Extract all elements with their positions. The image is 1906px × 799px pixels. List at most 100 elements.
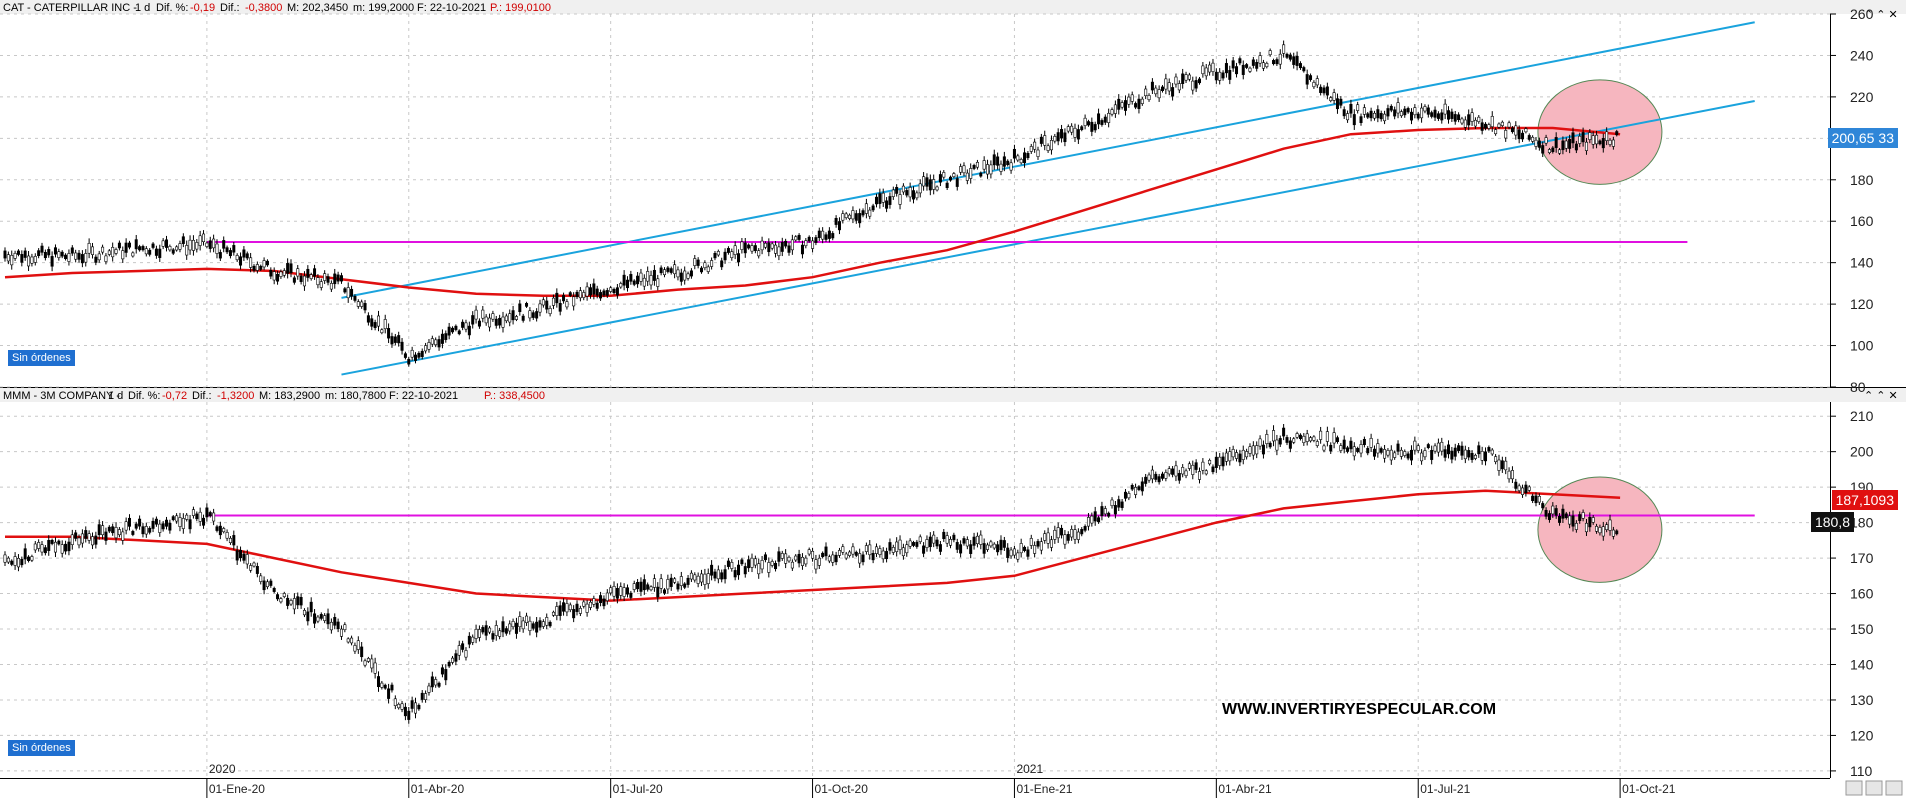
mmm-price-candle <box>1500 460 1504 470</box>
mmm-price-candle <box>1615 530 1619 535</box>
cat-price-candle <box>101 246 105 253</box>
mmm-price-candle <box>1399 449 1403 457</box>
mmm-price-candle <box>447 661 451 667</box>
cat-price-candle <box>794 236 798 241</box>
cat-price-candle <box>1204 67 1208 77</box>
cat-price-candle <box>47 249 51 256</box>
mmm-price-candle <box>1335 437 1339 442</box>
bottom-panel-controls[interactable]: ⌃ ⌃ ✕ <box>1864 390 1898 402</box>
mmm-price-candle <box>804 557 808 565</box>
mmm-price-candle <box>1016 552 1020 560</box>
cat-price-candle <box>999 163 1003 172</box>
mmm-price-candle <box>27 556 31 561</box>
cat-price-candle <box>824 234 828 240</box>
cat-price-candle <box>1470 112 1474 122</box>
cat-price-candle <box>1399 111 1403 117</box>
cat-price-candle <box>339 275 343 282</box>
cat-price-candle <box>1362 107 1366 115</box>
cat-price-candle <box>1490 116 1494 127</box>
cat-price-candle <box>1393 109 1397 117</box>
mmm-price-candle <box>1527 486 1531 491</box>
mmm-price-candle <box>1309 437 1313 442</box>
cat-price-candle <box>20 254 24 263</box>
mmm-price-candle <box>1076 531 1080 540</box>
cat-price-candle <box>1312 82 1316 88</box>
mmm-price-candle <box>376 676 380 688</box>
cat-price-candle <box>521 315 525 321</box>
cat-price-candle <box>158 248 162 258</box>
mmm-price-candle <box>134 523 138 529</box>
cat-price-candle <box>676 269 680 278</box>
scroll-right-button[interactable] <box>1865 780 1883 796</box>
mmm-price-candle <box>131 531 135 535</box>
cat-price-candle <box>245 253 249 259</box>
cat-price-candle <box>40 245 44 253</box>
cat-price-candle <box>1558 149 1562 154</box>
cat-price-candle <box>299 275 303 282</box>
mmm-price-candle <box>440 667 444 675</box>
cat-price-candle <box>484 316 488 324</box>
mmm-price-candle <box>1298 434 1302 439</box>
mmm-price-candle <box>868 544 872 556</box>
cat-price-candle <box>1430 112 1434 117</box>
mmm-price-candle <box>723 569 727 580</box>
mmm-price-candle <box>1541 503 1545 509</box>
top-panel-controls[interactable]: ⌃ ⌃ ✕ <box>1864 9 1898 21</box>
mmm-price-candle <box>218 525 222 536</box>
mmm-price-candle <box>1160 473 1164 479</box>
mmm-price-candle <box>279 598 283 603</box>
cat-price-candle <box>124 242 128 253</box>
mmm-price-candle <box>1012 548 1016 556</box>
mmm-price-candle <box>1167 468 1171 475</box>
cat-price-candle <box>1255 62 1259 69</box>
mmm-price-candle <box>53 541 57 553</box>
mmm-price-candle <box>928 536 932 548</box>
mmm-price-candle <box>165 519 169 527</box>
cat-price-candle <box>1174 76 1178 85</box>
mmm-price-candle <box>911 542 915 546</box>
cat-y-tick-label: 140 <box>1850 255 1874 271</box>
mmm-price-candle <box>1023 546 1027 551</box>
cat-price-candle <box>868 209 872 217</box>
cat-price-candle <box>703 262 707 269</box>
mmm-price-candle <box>350 637 354 644</box>
mmm-price-candle <box>676 583 680 590</box>
mmm-order-button[interactable]: Sin órdenes <box>8 740 75 756</box>
mmm-price-candle <box>1521 487 1525 495</box>
mmm-price-candle <box>1204 470 1208 475</box>
mmm-price-candle <box>30 556 34 561</box>
mmm-price-candle <box>774 562 778 570</box>
cat-channel-line <box>341 100 1755 376</box>
cat-price-candle <box>188 239 192 251</box>
cat-order-button[interactable]: Sin órdenes <box>8 350 75 366</box>
cat-price-candle <box>1029 146 1033 152</box>
mmm-price-candle <box>1315 441 1319 446</box>
mmm-price-candle <box>444 669 448 681</box>
cat-price-candle <box>151 243 155 248</box>
mmm-price-candle <box>1393 452 1397 458</box>
mmm-price-candle <box>757 563 761 575</box>
mmm-price-candle <box>461 643 465 650</box>
mmm-price-candle <box>124 521 128 531</box>
scroll-left-button[interactable] <box>1845 780 1863 796</box>
cat-price-candle <box>938 174 942 183</box>
mmm-price-candle <box>935 539 939 547</box>
mmm-price-candle <box>13 556 17 566</box>
cat-price-candle <box>1531 136 1535 142</box>
cat-price-candle <box>922 176 926 187</box>
mmm-price-candle <box>1601 526 1605 537</box>
cat-price-candle <box>168 246 172 251</box>
zoom-button[interactable] <box>1885 780 1903 796</box>
mmm-price-candle <box>1568 515 1572 525</box>
mmm-price-candle <box>37 542 41 549</box>
mmm-price-candle <box>686 577 690 585</box>
cat-price-candle <box>296 268 300 277</box>
cat-price-candle <box>1524 128 1528 133</box>
mmm-price-candle <box>1288 440 1292 449</box>
mmm-price-candle <box>1436 442 1440 453</box>
mmm-price-candle <box>60 544 64 554</box>
mmm-price-candle <box>151 520 155 529</box>
cat-price-candle <box>319 281 323 288</box>
cat-price-candle <box>1113 104 1117 114</box>
cat-price-candle <box>447 326 451 336</box>
